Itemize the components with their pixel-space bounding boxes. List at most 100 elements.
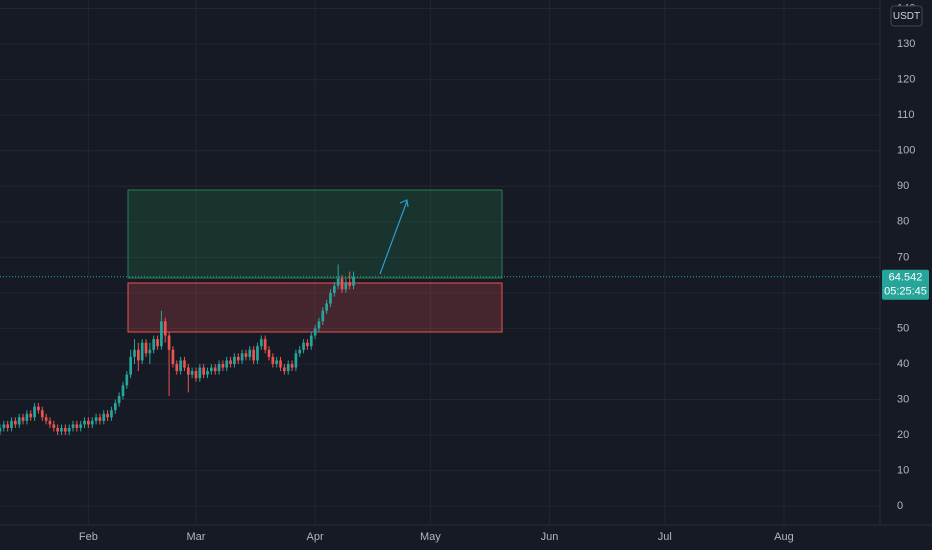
candle-body xyxy=(194,371,198,379)
candle-body xyxy=(56,427,59,432)
y-tick-label: 120 xyxy=(897,74,915,86)
candle-body xyxy=(63,427,67,432)
candle-body xyxy=(321,310,325,322)
candle-body xyxy=(121,385,125,396)
candle-body xyxy=(44,417,48,421)
candle-body xyxy=(236,356,240,361)
candle-body xyxy=(171,349,175,364)
stop-zone xyxy=(127,282,503,333)
grid xyxy=(0,0,880,525)
candle-body xyxy=(190,371,194,375)
candle-body xyxy=(313,328,317,336)
candle-body xyxy=(256,346,259,361)
candle-body xyxy=(60,427,63,432)
candle-body xyxy=(90,420,94,425)
candle-body xyxy=(79,424,83,428)
candle-body xyxy=(110,410,113,418)
candle-body xyxy=(286,363,290,372)
candle-body xyxy=(352,276,355,286)
candle-body xyxy=(152,339,156,350)
candle-body xyxy=(275,360,279,364)
candle-body xyxy=(6,424,10,428)
candle-body xyxy=(48,420,52,425)
candle-body xyxy=(213,367,217,372)
candle-body xyxy=(271,356,275,364)
candle-body xyxy=(210,367,213,372)
candle-body xyxy=(283,367,286,372)
candle-body xyxy=(332,285,336,293)
candle-body xyxy=(186,367,190,375)
candle-body xyxy=(259,339,263,347)
price-tag: 64.542 05:25:45 xyxy=(882,269,929,300)
y-tick-label: 80 xyxy=(897,216,909,228)
candle-body xyxy=(175,363,179,372)
candle-body xyxy=(98,417,102,421)
candle-body xyxy=(37,406,40,411)
candle-body xyxy=(129,356,132,375)
candle-body xyxy=(144,342,148,354)
candle-body xyxy=(33,406,36,418)
candle-body xyxy=(290,363,294,368)
y-tick-label: 40 xyxy=(897,358,909,370)
candle-body xyxy=(167,335,171,350)
x-tick-label: Mar xyxy=(187,531,206,543)
candle-body xyxy=(309,335,313,347)
candle-body xyxy=(21,417,25,421)
candle-body xyxy=(306,342,309,347)
candle-body xyxy=(102,413,106,421)
candle-body xyxy=(140,342,144,361)
candle-body xyxy=(125,374,129,386)
candles xyxy=(0,264,880,436)
candle-body xyxy=(83,420,86,425)
candle-body xyxy=(202,367,206,375)
currency-label: USDT xyxy=(893,11,920,22)
candle-body xyxy=(0,427,2,432)
x-tick-label: Jun xyxy=(541,531,559,543)
y-tick-label: 100 xyxy=(897,145,915,157)
candle-body xyxy=(94,417,98,421)
candle-body xyxy=(340,278,344,290)
x-tick-label: Feb xyxy=(79,531,98,543)
candle-body xyxy=(67,427,71,432)
candle-body xyxy=(106,413,109,418)
candle-body xyxy=(14,420,17,425)
countdown-label: 05:25:45 xyxy=(884,286,927,298)
candle-body xyxy=(252,349,255,361)
currency-badge xyxy=(890,5,923,27)
candle-body xyxy=(133,349,136,357)
candle-body xyxy=(217,363,221,372)
y-tick-label: 90 xyxy=(897,180,909,192)
candle-body xyxy=(302,342,305,350)
x-tick-label: Aug xyxy=(774,531,794,543)
candle-body xyxy=(240,353,244,361)
candle-body xyxy=(117,395,121,404)
arrow-head xyxy=(399,199,409,208)
candle-body xyxy=(329,292,332,304)
candle-body xyxy=(336,278,340,286)
candle-body xyxy=(29,413,33,418)
candle-body xyxy=(267,349,271,357)
candle-body xyxy=(348,282,352,286)
candle-body xyxy=(317,321,321,329)
candle-body xyxy=(156,339,159,347)
candle-body xyxy=(148,349,152,354)
y-tick-label: 30 xyxy=(897,393,909,405)
candle-body xyxy=(325,303,328,311)
y-tick-label: 50 xyxy=(897,322,909,334)
candle-body xyxy=(160,321,163,347)
x-tick-label: Jul xyxy=(658,531,672,543)
candle-body xyxy=(183,360,186,368)
candle-body xyxy=(75,424,79,428)
y-tick-label: 130 xyxy=(897,38,915,50)
y-tick-label: 0 xyxy=(897,500,903,512)
candle-body xyxy=(52,424,56,428)
target-zone xyxy=(127,189,503,279)
x-tick-label: May xyxy=(420,531,441,543)
y-tick-label: 10 xyxy=(897,465,909,477)
y-tick-label: 70 xyxy=(897,251,909,263)
x-tick-label: Apr xyxy=(307,531,324,543)
candle-body xyxy=(71,424,75,428)
candle-body xyxy=(198,367,202,379)
candle-body xyxy=(10,420,13,428)
